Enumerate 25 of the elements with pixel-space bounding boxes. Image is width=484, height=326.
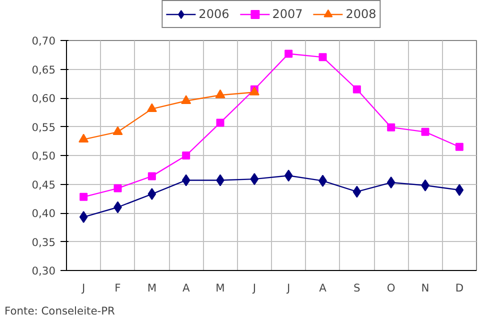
- y-tick-label: 0,45: [32, 178, 56, 192]
- y-tick-label: 0,50: [32, 150, 56, 162]
- y-tick-label: 0,70: [32, 34, 56, 48]
- y-tick-label: 0,60: [32, 92, 56, 105]
- x-tick-label: J: [286, 282, 290, 294]
- x-tick-label: A: [319, 282, 328, 294]
- x-tick-label: D: [455, 282, 464, 294]
- x-tick-label: J: [252, 282, 256, 294]
- y-tick-label: 0,30: [32, 264, 56, 278]
- x-tick-label: M: [216, 282, 225, 294]
- legend-label: 2006: [198, 7, 230, 21]
- x-tick-label: N: [421, 282, 430, 294]
- x-tick-label: F: [114, 282, 121, 294]
- x-tick-label: A: [182, 282, 190, 294]
- legend-label: 2008: [346, 7, 376, 21]
- y-tick-label: 0,40: [32, 207, 56, 220]
- source-note: Fonte: Conseleite-PR: [4, 304, 116, 318]
- y-tick-label: 0,55: [32, 120, 56, 134]
- x-tick-label: J: [81, 282, 86, 294]
- x-tick-label: M: [147, 282, 157, 294]
- x-tick-label: S: [354, 282, 361, 294]
- x-tick-label: O: [386, 282, 396, 294]
- legend-label: 2007: [272, 7, 303, 21]
- y-tick-label: 0,65: [32, 63, 56, 76]
- y-tick-label: 0,35: [32, 236, 56, 249]
